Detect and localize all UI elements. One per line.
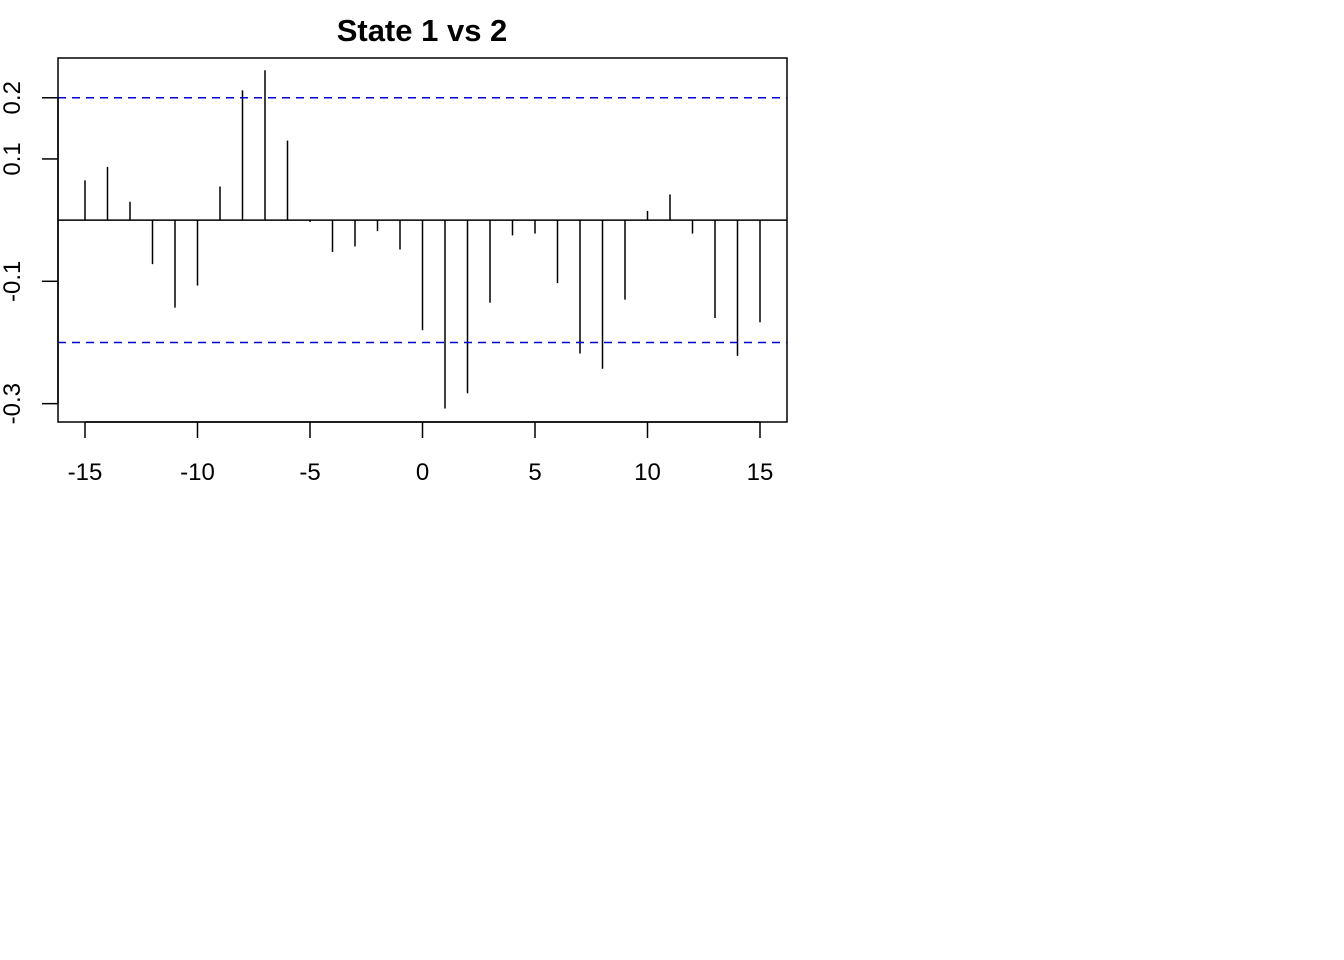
x-tick-label: 15 xyxy=(747,459,774,486)
x-axis: -15 -10 -5 0 5 10 15 xyxy=(68,421,774,486)
y-tick-label: -0.1 xyxy=(0,261,26,302)
x-tick-label: 0 xyxy=(416,459,429,486)
x-tick-label: -10 xyxy=(180,459,215,486)
y-axis: -0.3 -0.1 0.1 0.2 xyxy=(0,81,59,424)
x-tick-label: -5 xyxy=(299,459,320,486)
y-tick-label: 0.2 xyxy=(0,81,26,114)
x-tick-label: 10 xyxy=(634,459,661,486)
x-tick-label: 5 xyxy=(528,459,541,486)
x-tick-label: -15 xyxy=(68,459,103,486)
y-tick-label: -0.3 xyxy=(0,383,26,424)
chart-title: State 1 vs 2 xyxy=(337,13,508,48)
y-tick-label: 0.1 xyxy=(0,142,26,175)
confidence-bounds-group xyxy=(58,97,787,344)
bars-group xyxy=(84,70,761,409)
